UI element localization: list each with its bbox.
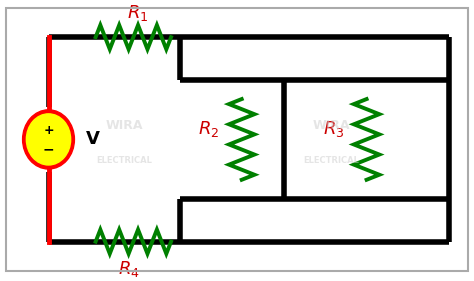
Ellipse shape (23, 110, 74, 169)
Text: V: V (86, 130, 100, 148)
Text: $R_1$: $R_1$ (128, 3, 149, 23)
Text: ELECTRICAL: ELECTRICAL (303, 157, 359, 166)
Ellipse shape (27, 114, 71, 165)
Text: $R_2$: $R_2$ (198, 119, 219, 139)
Text: $R_4$: $R_4$ (118, 259, 139, 278)
Text: ELECTRICAL: ELECTRICAL (96, 157, 152, 166)
Text: +: + (43, 124, 54, 137)
Text: $R_3$: $R_3$ (323, 119, 344, 139)
Text: WIRA: WIRA (312, 119, 350, 132)
Text: WIRA: WIRA (105, 119, 143, 132)
Text: −: − (43, 143, 55, 157)
